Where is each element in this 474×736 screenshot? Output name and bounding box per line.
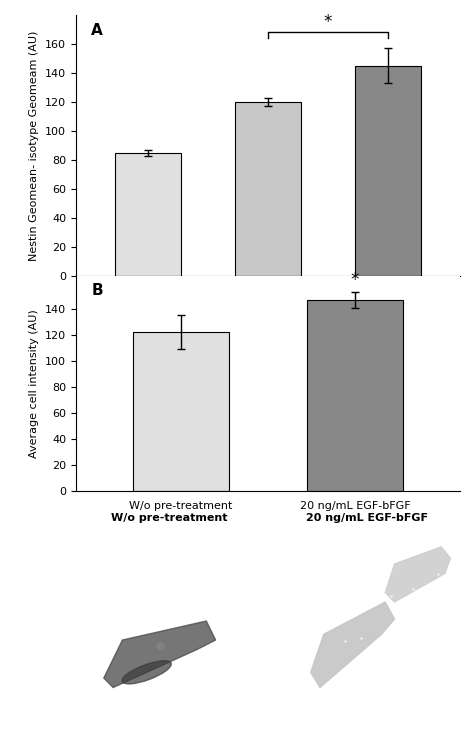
Point — [372, 644, 380, 656]
Text: D: D — [281, 549, 291, 562]
Point — [411, 629, 419, 640]
Text: *: * — [351, 272, 359, 289]
Point — [406, 676, 414, 687]
Polygon shape — [385, 547, 450, 602]
Point — [409, 583, 416, 595]
Polygon shape — [310, 602, 394, 687]
Text: C: C — [83, 549, 92, 562]
Point — [305, 686, 312, 698]
Bar — [355, 66, 421, 277]
Point — [396, 647, 403, 659]
Point — [311, 576, 319, 588]
Point — [317, 573, 325, 584]
Bar — [307, 300, 403, 491]
Point — [290, 661, 297, 673]
Point — [286, 613, 294, 625]
Point — [387, 590, 394, 602]
Point — [357, 631, 365, 643]
Point — [423, 654, 430, 666]
Text: *: * — [324, 13, 332, 32]
Point — [442, 576, 449, 587]
Bar — [133, 333, 228, 491]
Text: W/o pre-treatment: W/o pre-treatment — [111, 513, 227, 523]
Point — [443, 678, 450, 690]
Point — [429, 596, 437, 608]
Text: B: B — [91, 283, 103, 298]
Point — [393, 690, 401, 702]
Point — [407, 688, 414, 700]
Point — [338, 709, 346, 721]
Polygon shape — [104, 621, 216, 687]
Point — [301, 671, 308, 683]
Point — [417, 657, 425, 668]
Point — [295, 630, 302, 642]
Y-axis label: Average cell intensity (AU): Average cell intensity (AU) — [29, 309, 39, 458]
Point — [353, 545, 360, 556]
Y-axis label: Nestin Geomean- isotype Geomeam (AU): Nestin Geomean- isotype Geomeam (AU) — [29, 30, 39, 261]
Point — [355, 595, 362, 607]
Point — [353, 567, 361, 579]
Point — [434, 567, 442, 579]
Point — [410, 590, 417, 601]
Bar — [115, 153, 181, 277]
Ellipse shape — [122, 661, 171, 684]
Point — [418, 593, 425, 605]
Point — [385, 686, 392, 698]
Text: A: A — [91, 23, 103, 38]
Bar — [235, 102, 301, 277]
Text: 20 ng/mL EGF-bFGF: 20 ng/mL EGF-bFGF — [306, 513, 428, 523]
Point — [341, 635, 349, 647]
